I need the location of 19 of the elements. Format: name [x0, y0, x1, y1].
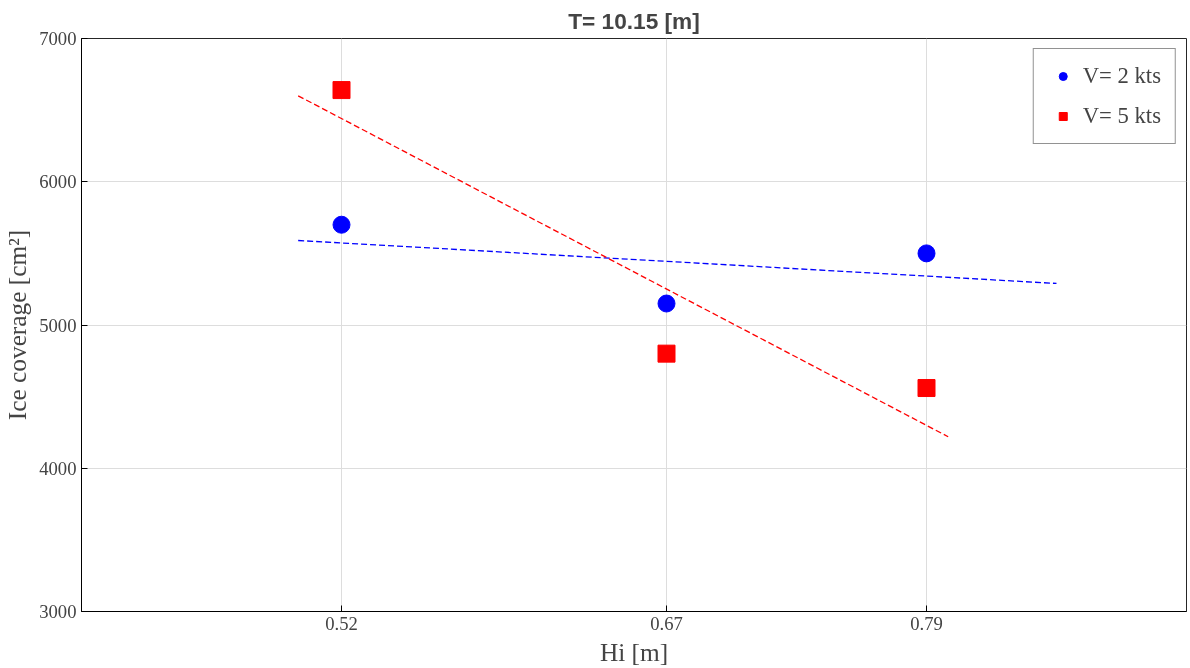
- point: [657, 294, 676, 313]
- y-axis-title: Ice coverage [cm²]: [3, 229, 32, 421]
- legend-label: V= 2 kts: [1082, 63, 1161, 89]
- y-tick-label: 6000: [39, 171, 77, 193]
- x-tick-label: 0.67: [650, 612, 683, 634]
- x-tick-label: 0.79: [910, 612, 943, 634]
- point: [332, 81, 351, 100]
- y-tick-label: 4000: [39, 457, 77, 479]
- point: [657, 344, 676, 363]
- point: [917, 244, 936, 263]
- y-tick-label: 5000: [39, 314, 77, 336]
- point: [917, 379, 936, 398]
- x-tick-label: 0.52: [325, 612, 358, 634]
- chart-title: T= 10.15 [m]: [568, 7, 700, 34]
- y-tick-label: 7000: [39, 28, 77, 49]
- legend-label: V= 5 kts: [1082, 103, 1161, 129]
- x-axis-title: Hi [m]: [599, 637, 669, 666]
- y-tick-label: 3000: [39, 601, 77, 622]
- point: [332, 215, 351, 234]
